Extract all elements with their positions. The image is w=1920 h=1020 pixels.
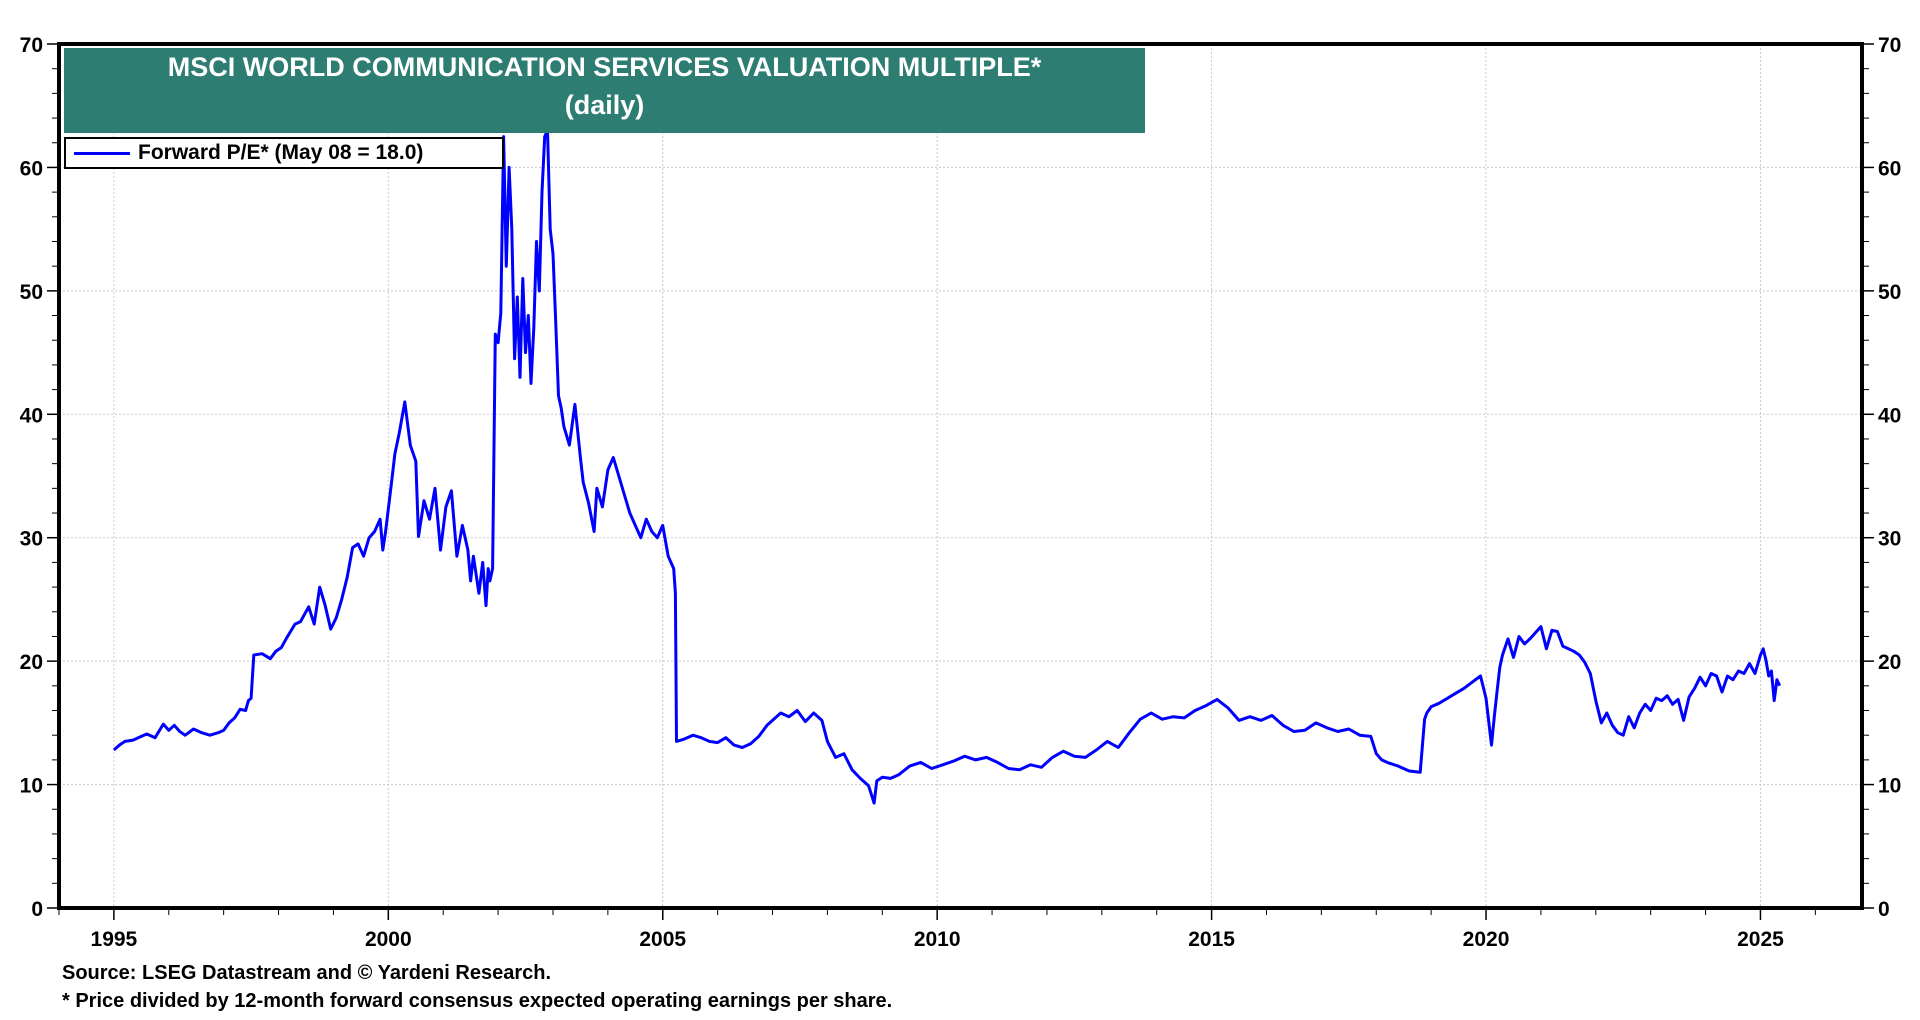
y-tick-label-left: 20 — [20, 651, 43, 674]
x-tick-label: 2020 — [1463, 928, 1510, 951]
y-tick-label-right: 60 — [1878, 157, 1901, 180]
series-group — [112, 128, 1782, 805]
y-tick-label-left: 70 — [20, 34, 43, 57]
y-tick-label-right: 30 — [1878, 528, 1901, 551]
y-tick-label-left: 60 — [20, 157, 43, 180]
x-tick-label: 2015 — [1188, 928, 1235, 951]
x-tick-label: 1995 — [91, 928, 138, 951]
y-tick-label-right: 10 — [1878, 775, 1901, 798]
y-tick-label-left: 40 — [20, 404, 43, 427]
footnote: * Price divided by 12-month forward cons… — [62, 990, 893, 1012]
tick-marks — [47, 43, 1874, 920]
y-tick-label-left: 10 — [20, 775, 43, 798]
legend: Forward P/E* (May 08 = 18.0) — [64, 137, 504, 169]
y-tick-label-left: 0 — [31, 898, 43, 921]
x-tick-label: 2005 — [639, 928, 686, 951]
y-tick-label-left: 50 — [20, 281, 43, 304]
x-tick-label: 2010 — [914, 928, 961, 951]
legend-label-forward-pe: Forward P/E* (May 08 = 18.0) — [138, 141, 424, 164]
chart-subtitle: (daily) — [564, 90, 645, 120]
source-note: Source: LSEG Datastream and © Yardeni Re… — [62, 962, 552, 984]
y-tick-label-right: 40 — [1878, 404, 1901, 427]
x-tick-label: 2000 — [365, 928, 412, 951]
y-tick-label-right: 50 — [1878, 281, 1901, 304]
chart-title-box: MSCI WORLD COMMUNICATION SERVICES VALUAT… — [64, 48, 1145, 133]
chart-title: MSCI WORLD COMMUNICATION SERVICES VALUAT… — [167, 52, 1042, 82]
plot-frame — [57, 42, 1864, 910]
y-tick-label-right: 70 — [1878, 34, 1901, 57]
legend-swatch-forward-pe — [74, 151, 130, 155]
y-tick-label-right: 0 — [1878, 898, 1890, 921]
grid-lines — [59, 44, 1862, 908]
y-tick-label-right: 20 — [1878, 651, 1901, 674]
x-tick-label: 2025 — [1737, 928, 1784, 951]
series-line-forward-pe — [112, 128, 1782, 805]
y-tick-label-left: 30 — [20, 528, 43, 551]
